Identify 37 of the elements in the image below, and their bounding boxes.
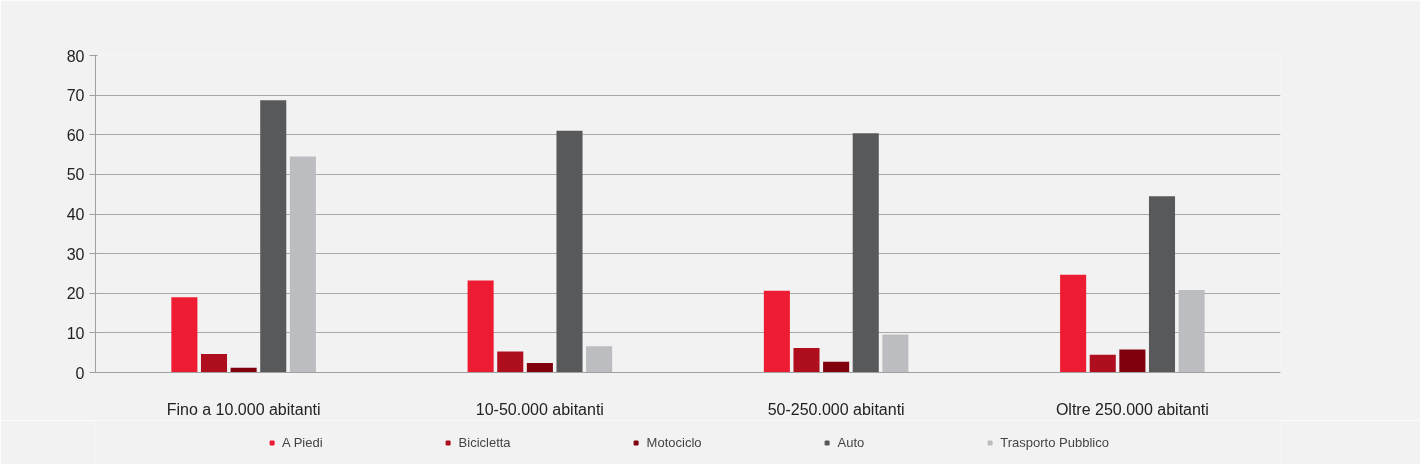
y-tick-label: 60 — [66, 126, 85, 144]
bar — [1148, 196, 1176, 373]
legend-label: A Piedi — [282, 434, 323, 450]
x-tick-label: Fino a 10.000 abitanti — [166, 400, 321, 418]
bar — [1119, 349, 1146, 373]
bar — [260, 100, 287, 373]
y-tick-label: 0 — [75, 364, 85, 382]
y-tick-label: 30 — [66, 245, 85, 263]
legend-label: Motociclo — [646, 434, 702, 450]
x-tick-label: Oltre 250.000 abitanti — [1055, 400, 1209, 418]
y-tick-label: 20 — [66, 285, 85, 303]
bar — [586, 346, 613, 373]
y-tick-label: 70 — [66, 87, 85, 105]
x-tick-label: 50-250.000 abitanti — [767, 400, 905, 418]
legend-label: Trasporto Pubblico — [1000, 434, 1109, 450]
y-tick-label: 10 — [66, 324, 85, 342]
bar — [171, 297, 198, 373]
bar — [467, 280, 494, 373]
bar — [497, 351, 524, 373]
legend-label: Bicicletta — [458, 434, 511, 450]
bar — [882, 334, 909, 373]
bar — [526, 362, 553, 373]
y-tick-label: 50 — [66, 166, 85, 184]
bar — [852, 133, 879, 373]
y-tick-label: 80 — [66, 47, 85, 65]
legend-label: Auto — [837, 434, 865, 450]
y-tick-label: 40 — [66, 206, 85, 223]
bar — [823, 361, 850, 373]
bar — [289, 156, 316, 373]
bar — [1060, 274, 1087, 373]
bar — [1089, 354, 1116, 373]
bar — [793, 347, 820, 373]
x-tick-label: 10-50.000 abitanti — [475, 400, 604, 418]
bar — [556, 130, 583, 373]
bar — [763, 290, 790, 373]
bar — [1178, 290, 1205, 373]
bar — [200, 353, 228, 373]
